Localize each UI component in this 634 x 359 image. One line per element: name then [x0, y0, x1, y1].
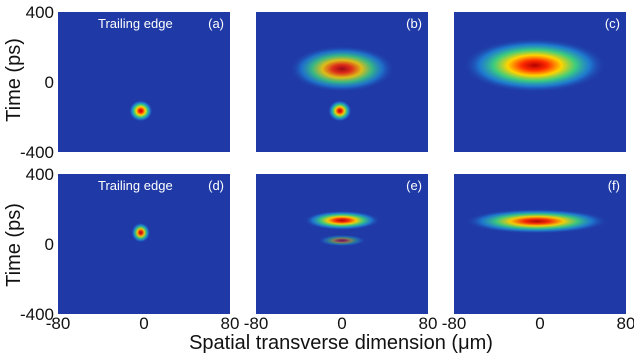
x-tick-label: 80 [419, 314, 438, 333]
x-tick-label: -80 [442, 314, 467, 333]
x-tick-label: -80 [46, 314, 71, 333]
panel-tag: (e) [406, 178, 422, 193]
x-tick-label: 80 [221, 314, 240, 333]
heatmap-panel [58, 174, 230, 314]
x-tick-label: -80 [244, 314, 269, 333]
intensity-blob [463, 38, 606, 93]
heatmap-panels: (a) Trailing edge (b) (c) (d) Trailing edge (e… [58, 12, 626, 314]
heatmap-panel [58, 12, 230, 152]
panel-tag: (a) [208, 16, 224, 31]
heatmap-panel [256, 12, 428, 152]
y-tick-label: 400 [26, 165, 54, 184]
x-tick-label: 80 [617, 314, 634, 333]
panel-background [454, 174, 626, 314]
intensity-blob [328, 100, 352, 122]
heatmap-panel [454, 12, 626, 152]
intensity-blob [128, 100, 153, 122]
panel-tag: (d) [208, 178, 224, 193]
y-axis-label: Time (ps) [3, 38, 25, 122]
x-axis-label: Spatial transverse dimension (μm) [189, 332, 493, 354]
y-axis-ticks: 400 0 -400 400 0 -400 [20, 3, 54, 324]
y-tick-label: 400 [26, 3, 54, 22]
x-tick-label: 0 [139, 314, 148, 333]
intensity-blob [304, 210, 380, 230]
panel-tag: (f) [608, 178, 620, 193]
intensity-blob [318, 234, 366, 247]
y-tick-label: -400 [20, 143, 54, 162]
panel-background [58, 174, 230, 314]
panel-note: Trailing edge [98, 16, 173, 31]
y-axis-label: Time (ps) [3, 203, 25, 287]
y-tick-label: 0 [45, 235, 54, 254]
x-tick-label: 0 [337, 314, 346, 333]
intensity-blob [465, 208, 608, 234]
panel-background [58, 12, 230, 152]
y-tick-label: -400 [20, 305, 54, 324]
panel-tag: (b) [406, 16, 422, 31]
intensity-blob [131, 222, 151, 243]
x-tick-label: 0 [535, 314, 544, 333]
panel-note: Trailing edge [98, 178, 173, 193]
intensity-blob [289, 45, 395, 92]
panel-tag: (c) [605, 16, 620, 31]
x-axis-ticks: -80 0 80 -80 0 80 -80 0 80 [46, 314, 634, 333]
heatmap-panel [256, 174, 428, 314]
heatmap-panel [454, 174, 626, 314]
y-tick-label: 0 [45, 73, 54, 92]
